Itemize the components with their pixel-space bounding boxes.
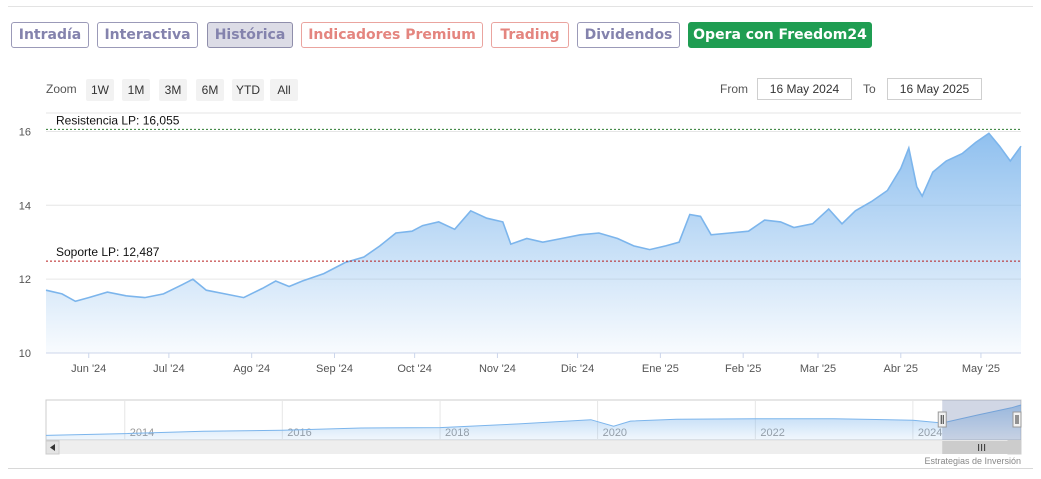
x-tick-label: Mar '25 <box>800 363 836 375</box>
x-tick-label: Nov '24 <box>479 363 516 375</box>
tab-indicadores-premium[interactable]: Indicadores Premium <box>301 22 483 48</box>
tab-interactiva[interactable]: Interactiva <box>97 22 198 48</box>
tab-historica[interactable]: Histórica <box>207 22 293 48</box>
zoom-1m-button[interactable]: 1M <box>122 79 150 101</box>
navigator-year-label: 2024 <box>918 427 942 439</box>
zoom-1w-button[interactable]: 1W <box>86 79 114 101</box>
x-tick-label: Jun '24 <box>71 363 106 375</box>
scrollbar-left-button[interactable] <box>45 440 60 455</box>
y-tick-label: 12 <box>19 274 31 286</box>
navigator-line <box>45 404 1022 436</box>
support-label: Soporte LP: 12,487 <box>56 245 160 259</box>
y-tick-label: 10 <box>19 348 31 360</box>
x-tick-label: May '25 <box>962 363 1000 375</box>
tab-intradia[interactable]: Intradía <box>11 22 89 48</box>
tab-trading[interactable]: Trading <box>491 22 569 48</box>
to-date-input[interactable] <box>887 78 982 100</box>
navigator-handle-left[interactable] <box>937 411 947 428</box>
scrollbar-thumb[interactable] <box>942 441 1021 454</box>
x-tick-label: Dic '24 <box>561 363 594 375</box>
from-date-input[interactable] <box>757 78 852 100</box>
x-tick-label: Sep '24 <box>316 363 353 375</box>
navigator-year-label: 2020 <box>603 427 627 439</box>
price-area <box>46 133 1021 353</box>
bottom-divider <box>8 468 1033 469</box>
top-divider <box>8 6 1033 7</box>
from-label: From <box>720 82 748 96</box>
zoom-6m-button[interactable]: 6M <box>196 79 224 101</box>
navigator-frame <box>45 399 1022 441</box>
zoom-label: Zoom <box>46 82 77 96</box>
navigator-year-label: 2016 <box>287 427 311 439</box>
scrollbar-right-button[interactable] <box>1007 440 1022 455</box>
x-tick-label: Feb '25 <box>725 363 761 375</box>
navigator-year-label: 2014 <box>130 427 154 439</box>
grip-icon <box>978 444 986 451</box>
navigator-area <box>46 405 1021 440</box>
y-tick-label: 16 <box>19 126 31 138</box>
arrow-left-icon <box>50 444 55 451</box>
zoom-all-button[interactable]: All <box>270 79 298 101</box>
navigator-selection[interactable] <box>942 400 1021 440</box>
opera-freedom24-button[interactable]: Opera con Freedom24 <box>688 22 872 48</box>
navigator-year-label: 2022 <box>760 427 784 439</box>
x-tick-label: Abr '25 <box>884 363 919 375</box>
zoom-3m-button[interactable]: 3M <box>159 79 187 101</box>
navigator-handle-right[interactable] <box>1012 411 1022 428</box>
y-tick-label: 14 <box>19 200 31 212</box>
x-tick-label: Jul '24 <box>153 363 184 375</box>
to-label: To <box>863 82 876 96</box>
navigator-year-label: 2018 <box>445 427 469 439</box>
price-line <box>45 132 1022 303</box>
x-tick-label: Ene '25 <box>642 363 679 375</box>
tab-dividendos[interactable]: Dividendos <box>577 22 680 48</box>
scrollbar-track[interactable] <box>46 441 1021 454</box>
arrow-right-icon <box>1012 444 1017 451</box>
resistance-label: Resistencia LP: 16,055 <box>56 113 180 127</box>
chart-credit: Estrategias de Inversión <box>924 456 1021 466</box>
zoom-ytd-button[interactable]: YTD <box>232 79 264 101</box>
x-tick-label: Oct '24 <box>397 363 432 375</box>
x-tick-label: Ago '24 <box>233 363 270 375</box>
